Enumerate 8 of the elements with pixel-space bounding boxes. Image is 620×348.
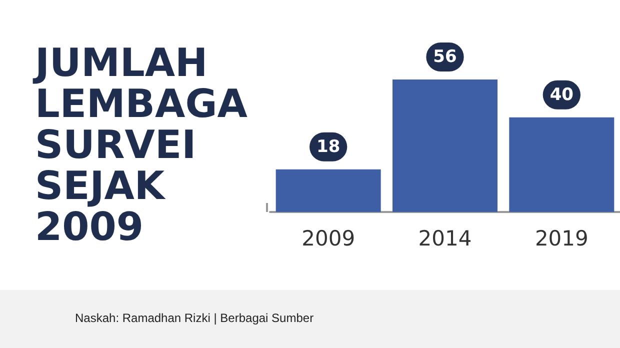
text: Naskah: Ramadhan Rizki | Berbagai Sumber <box>75 311 314 325</box>
x-tick-label: 2009 <box>302 226 356 250</box>
text: JUMLAH LEMBAGA SURVEI SEJAK 2009 <box>32 41 261 250</box>
data-label: 40 <box>550 84 574 105</box>
data-label: 18 <box>316 136 340 157</box>
x-tick-label: 2019 <box>534 226 588 250</box>
x-tick-label: 2014 <box>418 226 472 250</box>
data-label: 56 <box>433 46 457 67</box>
